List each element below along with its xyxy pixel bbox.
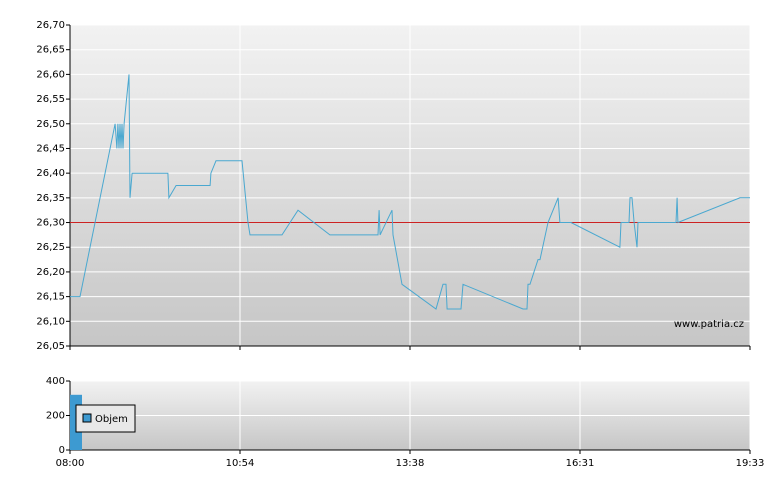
y-tick-label: 26,20	[36, 267, 65, 278]
x-tick-label: 19:33	[736, 458, 765, 469]
y-tick-label: 26,35	[36, 193, 65, 204]
y-tick-label: 26,30	[36, 218, 65, 229]
y-tick-label: 26,40	[36, 168, 65, 179]
y-tick-label: 26,10	[36, 316, 65, 327]
y-tick-label: 26,70	[36, 20, 65, 31]
price-line	[70, 74, 750, 310]
legend-label: Objem	[95, 414, 128, 425]
y-tick-label: 26,50	[36, 119, 65, 130]
x-tick-label: 08:00	[56, 458, 85, 469]
watermark: www.patria.cz	[674, 319, 744, 330]
y-tick-label: 26,65	[36, 45, 65, 56]
y-tick-label: 26,60	[36, 69, 65, 80]
y-tick-label: 26,15	[36, 292, 65, 303]
y-tick-label: 26,55	[36, 94, 65, 105]
y-tick-label: 0	[59, 445, 65, 456]
x-tick-label: 13:38	[396, 458, 425, 469]
y-tick-label: 26,25	[36, 242, 65, 253]
y-tick-label: 200	[46, 411, 65, 422]
y-tick-label: 26,05	[36, 341, 65, 352]
x-tick-label: 10:54	[226, 458, 255, 469]
y-tick-label: 26,45	[36, 143, 65, 154]
legend-swatch	[82, 413, 92, 423]
x-tick-label: 16:31	[566, 458, 595, 469]
y-tick-label: 400	[46, 376, 65, 387]
